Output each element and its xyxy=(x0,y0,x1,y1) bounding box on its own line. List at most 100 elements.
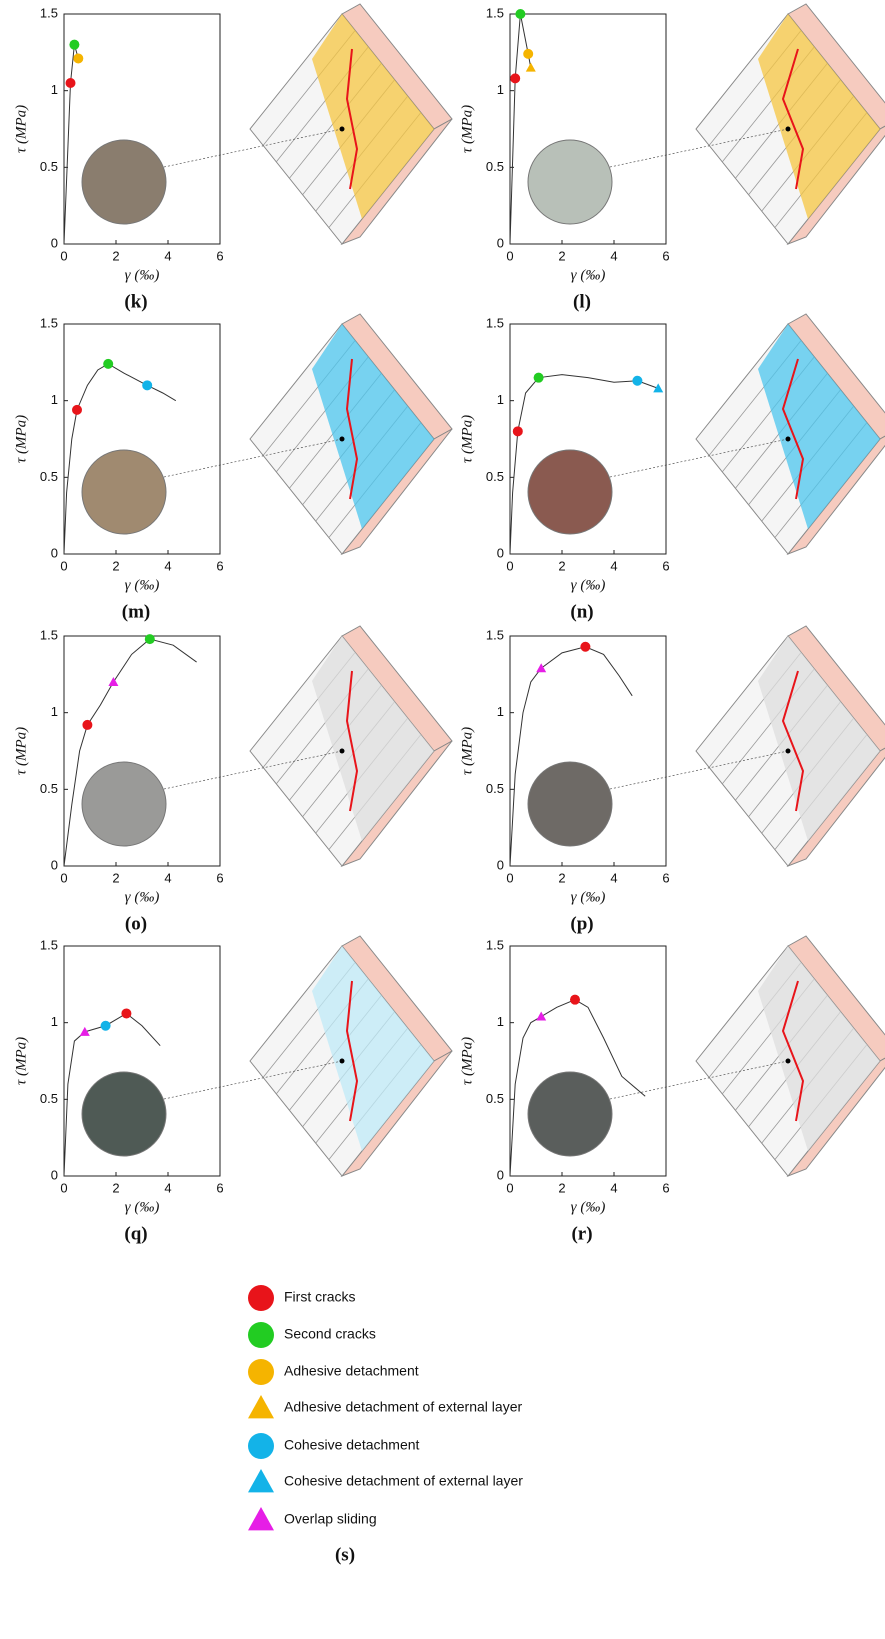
y-tick-label: 1.5 xyxy=(486,937,504,952)
x-axis-label: γ (‰) xyxy=(125,889,160,905)
wall-point xyxy=(340,437,345,442)
y-tick-label: 0.5 xyxy=(40,1091,58,1106)
y-tick-label: 0.5 xyxy=(40,159,58,174)
x-tick-label: 6 xyxy=(216,870,223,885)
photo xyxy=(82,762,166,846)
marker xyxy=(248,1395,274,1418)
legend-label: Adhesive detachment of external layer xyxy=(284,1399,522,1415)
y-tick-label: 1 xyxy=(497,704,504,719)
photo xyxy=(528,1072,612,1156)
y-tick-label: 0.5 xyxy=(40,781,58,796)
x-tick-label: 4 xyxy=(164,558,171,573)
x-tick-label: 0 xyxy=(506,558,513,573)
legend-label: Cohesive detachment of external layer xyxy=(284,1473,523,1489)
marker xyxy=(121,1008,131,1018)
y-tick-label: 1 xyxy=(51,392,58,407)
y-tick-label: 0.5 xyxy=(486,469,504,484)
marker xyxy=(145,634,155,644)
x-tick-label: 4 xyxy=(610,870,617,885)
y-tick-label: 0 xyxy=(51,857,58,872)
x-tick-label: 4 xyxy=(164,870,171,885)
photo xyxy=(82,450,166,534)
legend-label: Cohesive detachment xyxy=(284,1437,420,1453)
y-tick-label: 1 xyxy=(51,704,58,719)
x-tick-label: 0 xyxy=(506,248,513,263)
wall-point xyxy=(340,127,345,132)
y-tick-label: 0.5 xyxy=(40,469,58,484)
marker xyxy=(570,995,580,1005)
x-tick-label: 6 xyxy=(662,1180,669,1195)
marker xyxy=(248,1469,274,1492)
photo xyxy=(82,140,166,224)
legend-label: Second cracks xyxy=(284,1326,376,1342)
x-tick-label: 4 xyxy=(164,248,171,263)
marker xyxy=(73,53,83,63)
x-tick-label: 2 xyxy=(558,1180,565,1195)
y-axis-label: τ (MPa) xyxy=(459,415,475,463)
y-tick-label: 1.5 xyxy=(40,315,58,330)
x-axis-label: γ (‰) xyxy=(571,577,606,593)
marker xyxy=(653,383,663,392)
y-tick-label: 1 xyxy=(51,82,58,97)
x-tick-label: 2 xyxy=(112,1180,119,1195)
x-tick-label: 2 xyxy=(558,558,565,573)
photo xyxy=(528,140,612,224)
y-tick-label: 1 xyxy=(51,1014,58,1029)
marker xyxy=(523,49,533,59)
marker xyxy=(103,359,113,369)
x-axis-label: γ (‰) xyxy=(125,1199,160,1215)
y-tick-label: 0 xyxy=(497,857,504,872)
wall-diagram xyxy=(250,314,452,554)
x-tick-label: 0 xyxy=(60,248,67,263)
marker xyxy=(80,1027,90,1036)
y-tick-label: 0 xyxy=(497,235,504,250)
wall-point xyxy=(786,437,791,442)
y-tick-label: 0 xyxy=(497,545,504,560)
figure: 024600.511.5γ (‰)τ (MPa)(k)024600.511.5γ… xyxy=(0,0,885,1639)
x-tick-label: 2 xyxy=(558,248,565,263)
y-tick-label: 0.5 xyxy=(486,1091,504,1106)
photo xyxy=(528,450,612,534)
x-axis-label: γ (‰) xyxy=(125,577,160,593)
y-tick-label: 0.5 xyxy=(486,781,504,796)
photo xyxy=(82,1072,166,1156)
wall-diagram xyxy=(696,314,885,554)
marker xyxy=(142,380,152,390)
marker xyxy=(248,1322,274,1348)
panel-label: (r) xyxy=(571,1223,592,1244)
x-tick-label: 6 xyxy=(216,248,223,263)
y-tick-label: 1.5 xyxy=(486,5,504,20)
x-tick-label: 4 xyxy=(164,1180,171,1195)
x-tick-label: 2 xyxy=(558,870,565,885)
marker xyxy=(580,642,590,652)
legend-label: Overlap sliding xyxy=(284,1511,377,1527)
y-axis-label: τ (MPa) xyxy=(13,1037,29,1085)
x-tick-label: 2 xyxy=(112,248,119,263)
wall-diagram xyxy=(250,936,452,1176)
x-axis-label: γ (‰) xyxy=(125,267,160,283)
wall-point xyxy=(786,127,791,132)
wall-diagram xyxy=(696,936,885,1176)
marker xyxy=(513,426,523,436)
x-tick-label: 2 xyxy=(112,870,119,885)
legend-label: First cracks xyxy=(284,1289,356,1305)
wall-point xyxy=(340,1059,345,1064)
x-tick-label: 6 xyxy=(216,558,223,573)
x-tick-label: 4 xyxy=(610,248,617,263)
x-tick-label: 6 xyxy=(662,558,669,573)
x-axis-label: γ (‰) xyxy=(571,267,606,283)
marker xyxy=(526,63,536,72)
y-tick-label: 0 xyxy=(51,545,58,560)
marker xyxy=(72,405,82,415)
y-tick-label: 0 xyxy=(51,235,58,250)
wall-diagram xyxy=(696,4,885,244)
curve xyxy=(64,45,78,244)
y-tick-label: 0.5 xyxy=(486,159,504,174)
marker xyxy=(510,73,520,83)
panel-label: (n) xyxy=(570,601,593,622)
wall-diagram xyxy=(696,626,885,866)
marker xyxy=(534,373,544,383)
panel-label: (s) xyxy=(335,1544,355,1565)
wall-point xyxy=(786,749,791,754)
x-axis-label: γ (‰) xyxy=(571,889,606,905)
